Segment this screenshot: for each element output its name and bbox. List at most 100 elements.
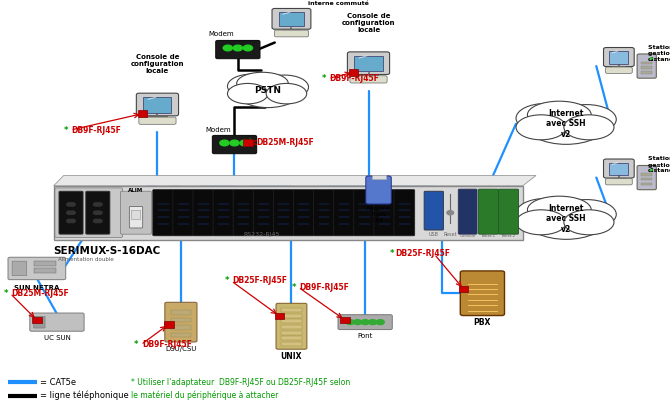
FancyBboxPatch shape	[171, 318, 191, 322]
Ellipse shape	[516, 199, 576, 228]
FancyBboxPatch shape	[424, 191, 444, 230]
Ellipse shape	[557, 199, 616, 229]
FancyBboxPatch shape	[314, 190, 334, 236]
FancyBboxPatch shape	[34, 261, 56, 266]
FancyBboxPatch shape	[59, 191, 83, 234]
FancyBboxPatch shape	[173, 190, 194, 236]
Ellipse shape	[228, 83, 268, 104]
FancyBboxPatch shape	[276, 303, 307, 349]
Circle shape	[346, 320, 354, 325]
FancyBboxPatch shape	[54, 186, 523, 240]
Polygon shape	[54, 176, 536, 186]
FancyBboxPatch shape	[212, 135, 257, 154]
Text: DB9F-RJ45F: DB9F-RJ45F	[72, 126, 121, 135]
FancyBboxPatch shape	[609, 163, 628, 175]
FancyBboxPatch shape	[354, 56, 383, 71]
Text: = ligne téléphonique: = ligne téléphonique	[40, 391, 129, 401]
FancyBboxPatch shape	[165, 302, 197, 342]
Text: Console de
configuration
locale: Console de configuration locale	[342, 13, 395, 33]
FancyBboxPatch shape	[121, 191, 151, 234]
Circle shape	[240, 140, 249, 146]
FancyBboxPatch shape	[348, 52, 390, 74]
Ellipse shape	[235, 74, 302, 107]
Text: DB25M-RJ45F: DB25M-RJ45F	[11, 289, 69, 298]
Text: *: *	[322, 74, 326, 83]
FancyBboxPatch shape	[275, 30, 308, 37]
Circle shape	[96, 203, 102, 206]
Text: *: *	[64, 126, 68, 135]
FancyBboxPatch shape	[498, 189, 519, 234]
Text: PBX: PBX	[474, 318, 491, 327]
FancyBboxPatch shape	[281, 342, 302, 346]
Circle shape	[447, 211, 454, 215]
Text: Pont: Pont	[358, 333, 373, 339]
FancyBboxPatch shape	[86, 191, 110, 234]
Text: * Utiliser l'adaptateur  DB9F-RJ45F ou DB25F-RJ45F selon: * Utiliser l'adaptateur DB9F-RJ45F ou DB…	[131, 377, 350, 387]
FancyBboxPatch shape	[281, 314, 302, 318]
FancyBboxPatch shape	[34, 316, 45, 328]
Text: SUN NETRA: SUN NETRA	[14, 285, 60, 291]
FancyBboxPatch shape	[139, 117, 176, 124]
FancyBboxPatch shape	[374, 190, 395, 236]
Ellipse shape	[557, 104, 616, 134]
Circle shape	[354, 320, 362, 325]
Text: Ether-1: Ether-1	[481, 234, 496, 238]
FancyBboxPatch shape	[641, 183, 652, 185]
Ellipse shape	[266, 83, 307, 104]
FancyBboxPatch shape	[641, 71, 652, 74]
FancyBboxPatch shape	[349, 69, 358, 76]
FancyBboxPatch shape	[55, 188, 123, 237]
Text: USB: USB	[429, 233, 439, 237]
Circle shape	[651, 169, 652, 171]
FancyBboxPatch shape	[279, 12, 304, 26]
FancyBboxPatch shape	[371, 175, 386, 179]
FancyBboxPatch shape	[12, 261, 27, 276]
Text: Internet
avec SSH
v2: Internet avec SSH v2	[546, 204, 586, 234]
Circle shape	[230, 140, 239, 146]
Text: Reset: Reset	[444, 233, 457, 237]
Text: ALIM: ALIM	[129, 188, 143, 193]
Text: Internet
avec SSH
v2: Internet avec SSH v2	[546, 109, 586, 139]
Circle shape	[67, 219, 72, 223]
Text: *: *	[291, 282, 296, 292]
Circle shape	[223, 45, 232, 51]
FancyBboxPatch shape	[143, 97, 172, 113]
Text: *: *	[134, 340, 139, 349]
Ellipse shape	[525, 103, 607, 145]
FancyBboxPatch shape	[34, 268, 56, 273]
FancyBboxPatch shape	[350, 76, 387, 83]
Circle shape	[94, 211, 99, 214]
FancyBboxPatch shape	[281, 308, 302, 312]
Ellipse shape	[525, 199, 607, 240]
Text: Console de
configuration
locale: Console de configuration locale	[131, 55, 184, 74]
FancyBboxPatch shape	[281, 319, 302, 323]
Ellipse shape	[527, 101, 591, 128]
Text: *: *	[224, 276, 229, 285]
FancyBboxPatch shape	[8, 257, 66, 280]
Text: Station de
gestion à
distance: Station de gestion à distance	[648, 45, 670, 62]
Circle shape	[220, 140, 229, 146]
Circle shape	[243, 45, 253, 51]
Text: RS232-RJ45: RS232-RJ45	[243, 233, 279, 237]
FancyBboxPatch shape	[272, 8, 311, 29]
Ellipse shape	[564, 210, 614, 235]
Ellipse shape	[261, 75, 308, 99]
Circle shape	[70, 203, 75, 206]
FancyBboxPatch shape	[275, 313, 284, 319]
Text: Alimentation double: Alimentation double	[58, 257, 114, 262]
Text: le matériel du périphérique à attacher: le matériel du périphérique à attacher	[131, 391, 278, 401]
Circle shape	[377, 320, 385, 325]
Text: DB25F-RJ45F: DB25F-RJ45F	[232, 276, 287, 285]
FancyBboxPatch shape	[604, 47, 634, 66]
Text: DB9F-RJ45F: DB9F-RJ45F	[299, 282, 349, 292]
Text: DB25F-RJ45F: DB25F-RJ45F	[395, 249, 450, 259]
Text: = CAT5e: = CAT5e	[40, 377, 76, 387]
FancyBboxPatch shape	[606, 178, 632, 185]
Text: Mémoire
Flash
USB: Mémoire Flash USB	[366, 206, 391, 223]
FancyBboxPatch shape	[138, 110, 147, 117]
Text: Stations de
gestion à accès
interne commuté: Stations de gestion à accès interne comm…	[308, 0, 369, 6]
FancyBboxPatch shape	[216, 40, 260, 59]
FancyBboxPatch shape	[131, 210, 141, 219]
Text: Modem: Modem	[208, 31, 234, 37]
FancyBboxPatch shape	[641, 173, 652, 176]
